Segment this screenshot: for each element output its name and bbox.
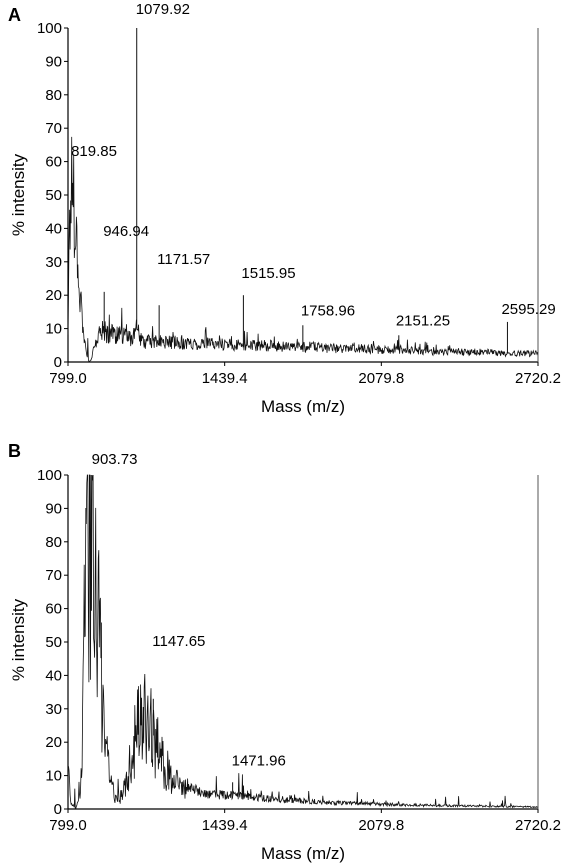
spectrum-panel-b: B % intensity Mass (m/z) 0 10 20 30 40 50 60 70… (8, 441, 561, 863)
peak-label: 1171.57 (157, 251, 210, 268)
y-tick-label: 0 (54, 354, 62, 371)
x-tick-label: 2079.8 (358, 817, 404, 834)
y-tick-label: 60 (45, 154, 62, 171)
y-tick-label: 50 (45, 634, 62, 651)
y-tick-label: 20 (45, 287, 62, 304)
peak-label: 2595.29 (501, 301, 555, 318)
peak-label: 946.94 (103, 223, 149, 240)
y-tick-label: 90 (45, 500, 62, 517)
peak-label: 819.85 (71, 143, 117, 160)
x-axis-title-a: Mass (m/z) (261, 397, 345, 416)
x-tick-label: 1439.4 (202, 817, 248, 834)
y-tick-label: 80 (45, 87, 62, 104)
y-axis-title-b: % intensity (9, 598, 28, 681)
y-tick-label: 70 (45, 567, 62, 584)
y-tick-label: 90 (45, 53, 62, 70)
x-tick-label: 2079.8 (358, 370, 404, 387)
spectrum-trace-a (67, 136, 539, 363)
peak-label: 1079.92 (136, 1, 190, 18)
peak-label: 903.73 (92, 451, 138, 468)
y-tick-label: 10 (45, 768, 62, 785)
y-tick-label: 30 (45, 701, 62, 718)
y-tick-label: 80 (45, 534, 62, 551)
y-tick-label: 40 (45, 220, 62, 237)
peak-label: 1758.96 (301, 302, 355, 319)
x-tick-label: 1439.4 (202, 370, 248, 387)
spectrum-trace-b (67, 474, 539, 810)
peak-label: 1147.65 (152, 633, 205, 650)
y-tick-label: 10 (45, 321, 62, 338)
spectrum-panel-a: A % intensity Mass (m/z) 0 10 20 30 40 50 60 70… (8, 1, 561, 416)
y-tick-label: 60 (45, 601, 62, 618)
peak-label: 1515.95 (241, 265, 295, 282)
y-axis-title-a: % intensity (9, 153, 28, 236)
y-tick-label: 40 (45, 667, 62, 684)
y-tick-label: 20 (45, 734, 62, 751)
y-tick-label: 0 (54, 801, 62, 818)
x-tick-label: 2720.2 (515, 817, 561, 834)
peak-label: 1471.96 (232, 752, 286, 769)
y-tick-label: 50 (45, 187, 62, 204)
panel-letter-b: B (8, 441, 21, 461)
x-axis-title-b: Mass (m/z) (261, 844, 345, 863)
y-tick-label: 30 (45, 254, 62, 271)
y-tick-label: 100 (37, 20, 62, 37)
x-tick-label: 799.0 (49, 817, 87, 834)
y-tick-label: 70 (45, 120, 62, 137)
y-tick-label: 100 (37, 467, 62, 484)
x-tick-label: 799.0 (49, 370, 87, 387)
panel-letter-a: A (8, 5, 21, 25)
peak-label: 2151.25 (396, 312, 450, 329)
x-tick-label: 2720.2 (515, 370, 561, 387)
